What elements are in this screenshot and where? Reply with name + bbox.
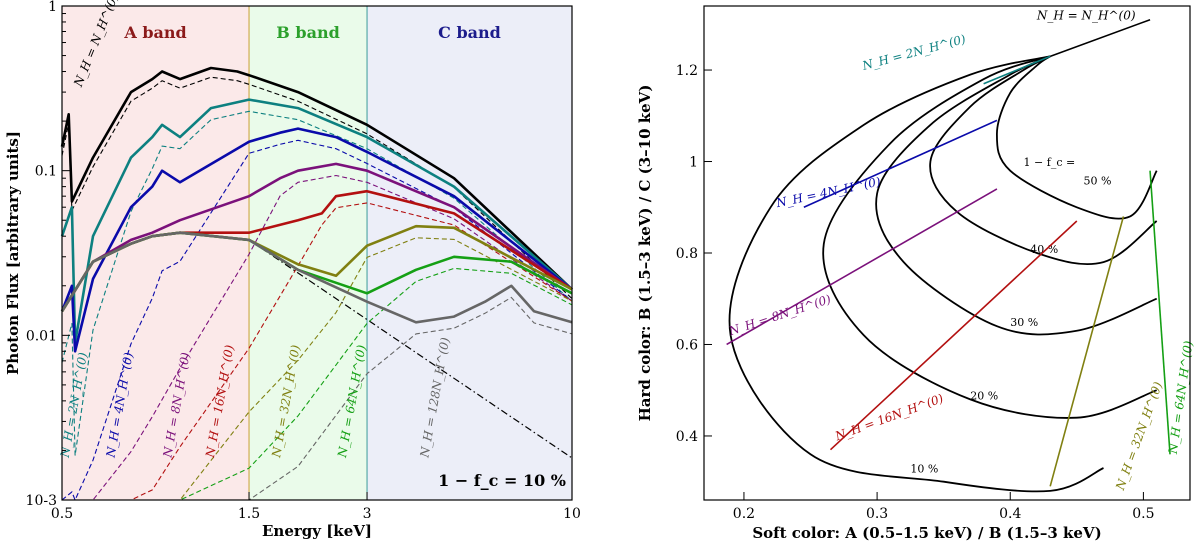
nh-line-6 [1149, 170, 1171, 455]
covering-label-0: 10 % [910, 463, 938, 476]
band-label-2: C band [438, 23, 501, 42]
series-line-1 [60, 98, 573, 345]
nh-label-6: N_H = 64N_H^(0) [1166, 340, 1196, 456]
covering-track-3 [929, 55, 1158, 265]
y-tick-label-1: 0.01 [26, 328, 57, 344]
x-tick-label-0: 0.5 [51, 506, 73, 522]
nh-label-4: N_H = 16N_H^(0) [832, 391, 945, 444]
nh-line-1 [983, 55, 1051, 85]
covering-track-1 [822, 55, 1157, 419]
left-y-axis-label: Photon Flux [arbitrary units] [4, 131, 22, 375]
series-dashed-line-2 [61, 139, 573, 502]
left-x-axis-label: Energy [keV] [262, 522, 372, 540]
nh-label-1: N_H = 2N_H^(0) [860, 32, 968, 73]
rx-tick-label-0: 0.2 [733, 506, 755, 522]
nh-line-3 [726, 188, 998, 346]
series-line-2 [60, 127, 573, 353]
fc-annotation: 1 − f_c = 10 % [438, 471, 566, 490]
covering-label-1: 20 % [970, 389, 998, 402]
nh-label-5: N_H = 32N_H^(0) [1113, 380, 1166, 493]
series-dashed-line-1 [61, 110, 573, 456]
band-label-1: B band [276, 23, 339, 42]
right-y-axis-label: Hard color: B (1.5–3 keV) / C (3–10 keV) [636, 85, 654, 422]
band-region-0 [62, 6, 250, 500]
nh-line-5 [1049, 216, 1125, 487]
rx-tick-label-2: 0.4 [999, 506, 1021, 522]
band-region-2 [367, 6, 572, 500]
covering-track-4 [995, 55, 1158, 220]
series-line-3 [60, 162, 573, 312]
series-line-7 [60, 231, 573, 324]
nh-label-0: N_H = N_H^(0) [1036, 9, 1136, 23]
y-tick-label-0: 10-3 [26, 493, 57, 509]
right-plot-frame [703, 5, 1191, 501]
fc-header-label: 1 − f_c = [1024, 156, 1076, 169]
x-tick-label-3: 10 [563, 506, 581, 522]
rx-tick-label-3: 0.5 [1132, 506, 1154, 522]
covering-track-2 [875, 55, 1158, 336]
ry-tick-label-0: 0.4 [676, 429, 698, 445]
nh-line-0 [1049, 18, 1151, 58]
band-label-0: A band [123, 23, 186, 42]
series-dashed-line-0 [61, 76, 573, 300]
reference-powerlaw-line [248, 239, 573, 459]
series-dashed-line-4 [62, 202, 573, 501]
right-x-axis-label: Soft color: A (0.5–1.5 keV) / B (1.5–3 k… [752, 524, 1101, 542]
ry-tick-label-4: 1.2 [676, 63, 698, 79]
right-chart-svg: 10 % 20 % 30 % 40 % 50 % 1 − f_c = N_H = N_H^(… [636, 5, 1196, 542]
nh-label-3: N_H = 8N_H^(0) [726, 292, 833, 339]
ry-tick-label-2: 0.8 [676, 246, 698, 262]
nh-line-4 [829, 220, 1078, 451]
series-line-0 [60, 66, 573, 291]
covering-label-4: 50 % [1083, 174, 1111, 187]
ry-tick-label-1: 0.6 [676, 337, 698, 353]
x-tick-label-1: 1.5 [238, 506, 260, 522]
covering-label-2: 30 % [1010, 316, 1038, 329]
nh-label-2: N_H = 4N_H^(0) [774, 174, 882, 210]
covering-track-0 [728, 55, 1104, 493]
ry-tick-label-3: 1 [689, 155, 698, 171]
x-tick-label-2: 3 [363, 506, 372, 522]
left-plot-frame [61, 5, 573, 501]
y-tick-label-2: 0.1 [35, 164, 57, 180]
y-tick-label-3: 1 [48, 0, 57, 15]
nh-line-2 [803, 119, 998, 208]
series-dashed-line-3 [62, 174, 573, 501]
series-dashed-line-5 [62, 237, 573, 501]
rx-tick-label-1: 0.3 [866, 506, 888, 522]
covering-label-3: 40 % [1030, 243, 1058, 256]
